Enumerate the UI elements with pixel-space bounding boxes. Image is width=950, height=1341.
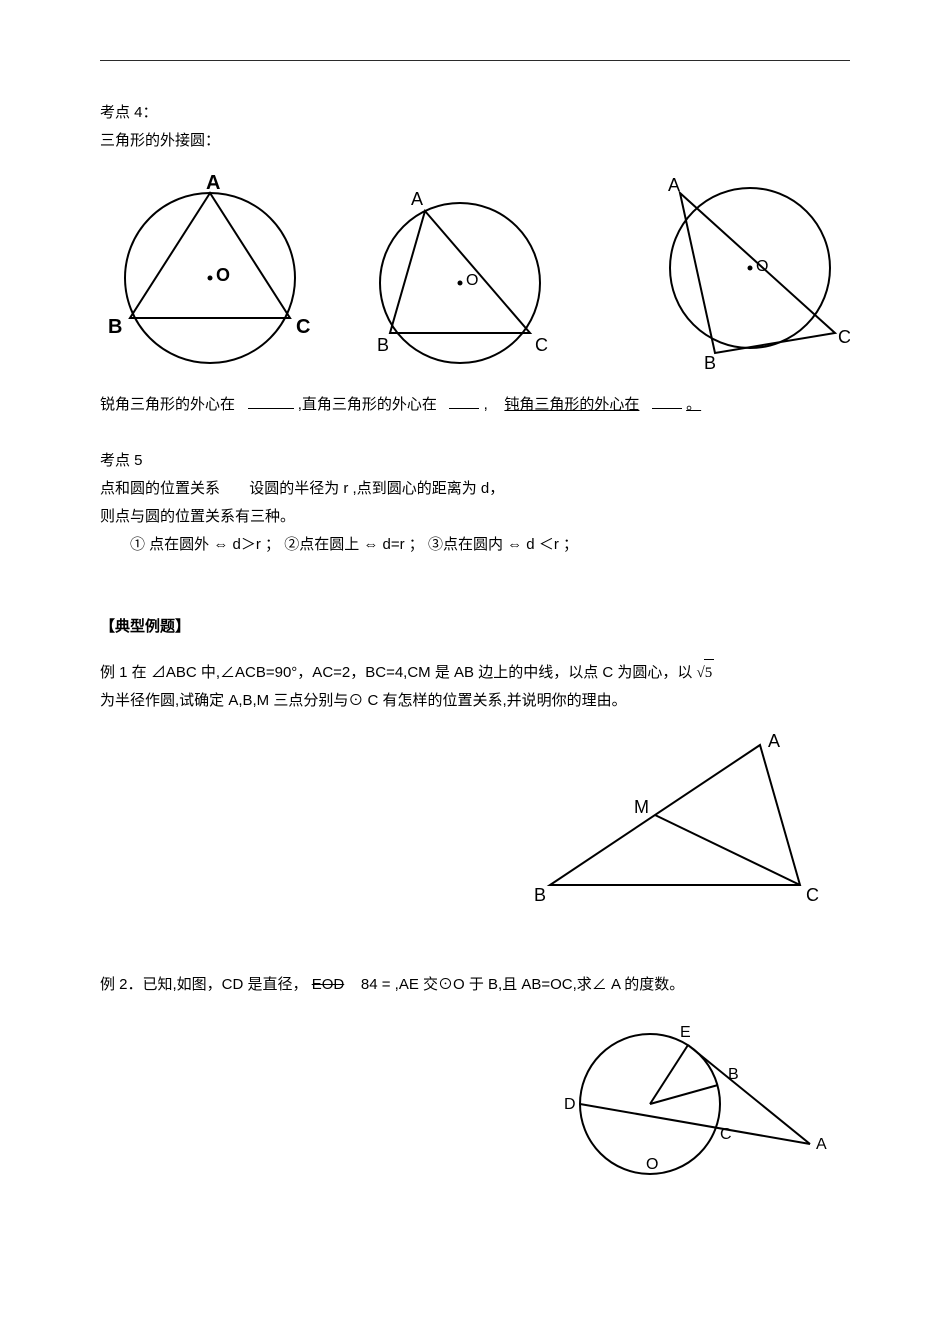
- kp5-l2: 则点与圆的位置关系有三种。: [100, 505, 850, 529]
- ex2-C: C: [720, 1126, 732, 1143]
- diagrams-row: A B C O A B C O A B C O: [100, 163, 850, 373]
- d2-C: C: [535, 335, 548, 355]
- centers-comma: ,: [484, 396, 488, 413]
- top-rule: [100, 60, 850, 61]
- kp4-sub: 三角形的外接圆：: [100, 129, 850, 153]
- ex2-O: O: [646, 1156, 658, 1173]
- ex1-C: C: [806, 885, 819, 905]
- d2-A: A: [411, 189, 423, 209]
- d3-B: B: [704, 353, 716, 373]
- ex2-a: 例 2．已知,如图，CD 是直径，: [100, 976, 312, 993]
- ex1-p1a: 例 1 在 ⊿ABC 中,∠ACB=90°，AC=2，BC=4,CM 是 AB …: [100, 664, 697, 681]
- examples-header: 【典型例题】: [100, 615, 850, 639]
- kp5-l3-1: ① 点在圆外 ⇔ d＞r ；: [130, 536, 280, 553]
- kp5-title: 考点 5: [100, 449, 850, 473]
- ex2-figure: D E B C O A: [550, 1009, 840, 1189]
- centers-line: 锐角三角形的外心在 ,直角三角形的外心在 , 钝角三角形的外心在 。: [100, 393, 850, 417]
- ex1-line2: 为半径作圆,试确定 A,B,M 三点分别与⊙ C 有怎样的位置关系,并说明你的理…: [100, 689, 850, 713]
- d2-B: B: [377, 335, 389, 355]
- ex2-line: 例 2．已知,如图，CD 是直径， EOD 84 = ,AE 交⊙O 于 B,且…: [100, 973, 850, 997]
- blank-right: [449, 393, 479, 409]
- diagram-acute: A B C O: [100, 173, 320, 373]
- kp5-l1b: 设圆的半径为 r ,点到圆心的距离为 d，: [249, 480, 504, 497]
- ex2-ae: ,AE 交⊙O 于 B,且 AB=OC,求∠ A 的度数。: [395, 976, 685, 993]
- ex2-D: D: [564, 1096, 576, 1113]
- ex2-B: B: [728, 1066, 739, 1083]
- kp5-l3: ① 点在圆外 ⇔ d＞r ； ②点在圆上 ⇔ d=r ； ③点在圆内 ⇔ d ＜…: [100, 533, 850, 557]
- diagram-obtuse: A B C O: [600, 163, 850, 373]
- d3-O: O: [756, 258, 768, 275]
- centers-period: 。: [686, 396, 701, 413]
- d1-O: O: [216, 265, 230, 285]
- kp5-l1: 点和圆的位置关系 设圆的半径为 r ,点到圆心的距离为 d，: [100, 477, 850, 501]
- ex1-line1: 例 1 在 ⊿ABC 中,∠ACB=90°，AC=2，BC=4,CM 是 AB …: [100, 661, 850, 685]
- kp5-l1a: 点和圆的位置关系: [100, 480, 220, 497]
- blank-acute: [248, 393, 294, 409]
- d1-C: C: [296, 316, 310, 338]
- centers-acute: 锐角三角形的外心在: [100, 396, 235, 413]
- ex2-A: A: [816, 1136, 827, 1153]
- d3-A: A: [668, 175, 680, 195]
- ex2-eq: 84: [361, 976, 378, 993]
- centers-obtuse: 钝角三角形的外心在: [504, 396, 639, 413]
- ex2-E: E: [680, 1024, 691, 1041]
- ex1-figure: A B C M: [530, 725, 830, 915]
- ex2-eod: EOD: [312, 976, 345, 993]
- kp5-l3-3: ③点在圆内 ⇔ d ＜r ；: [428, 536, 578, 553]
- d2-O: O: [466, 272, 478, 289]
- d3-C: C: [838, 327, 850, 347]
- ex1-B: B: [534, 885, 546, 905]
- ex1-A: A: [768, 731, 780, 751]
- sqrt5: √5: [697, 661, 713, 685]
- blank-obtuse: [652, 393, 682, 409]
- centers-right: ,直角三角形的外心在: [298, 396, 437, 413]
- kp4-title: 考点 4：: [100, 101, 850, 125]
- ex1-M: M: [634, 797, 649, 817]
- d1-A: A: [206, 173, 220, 194]
- d1-B: B: [108, 316, 122, 338]
- diagram-right: A B C O: [345, 173, 575, 373]
- sqrt5-text: √5: [697, 665, 713, 681]
- kp5-l3-2: ②点在圆上 ⇔ d=r ；: [284, 536, 424, 553]
